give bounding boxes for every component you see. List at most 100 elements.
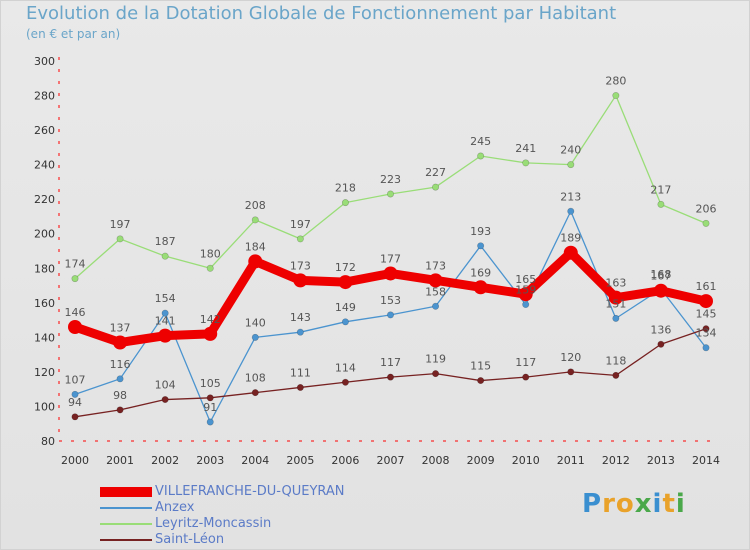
data-label: 206: [696, 202, 717, 215]
data-label: 104: [155, 379, 176, 392]
data-label: 173: [425, 259, 446, 272]
data-label: 111: [290, 366, 311, 379]
data-point: [612, 371, 620, 379]
proxiti-logo: Proxiti: [582, 489, 686, 519]
x-tick-label: 2003: [196, 454, 224, 467]
data-point: [161, 252, 169, 260]
data-point: [341, 318, 349, 326]
data-label: 177: [380, 252, 401, 265]
data-label: 245: [470, 135, 491, 148]
data-point: [567, 161, 575, 169]
data-point: [296, 235, 304, 243]
data-point: [432, 370, 440, 378]
data-point: [386, 190, 394, 198]
x-tick-label: 2005: [286, 454, 314, 467]
legend-label: Anzex: [155, 500, 195, 515]
data-point: [428, 273, 443, 288]
data-label: 120: [560, 351, 581, 364]
data-point: [206, 418, 214, 426]
data-label: 145: [696, 308, 717, 321]
y-tick-label: 260: [34, 124, 55, 137]
data-point: [567, 207, 575, 215]
data-point: [296, 383, 304, 391]
x-tick-label: 2006: [331, 454, 359, 467]
data-point: [612, 314, 620, 322]
x-tick-label: 2001: [106, 454, 134, 467]
y-tick-label: 80: [41, 435, 55, 448]
data-label: 240: [560, 144, 581, 157]
x-tick-label: 2008: [422, 454, 450, 467]
y-tick-label: 140: [34, 331, 55, 344]
data-label: 169: [470, 266, 491, 279]
data-point: [293, 273, 308, 288]
series-layer: [68, 92, 713, 426]
y-tick-label: 120: [34, 366, 55, 379]
logo-letter: r: [602, 489, 616, 519]
data-point: [477, 242, 485, 250]
data-label: 167: [650, 270, 671, 283]
data-point: [71, 413, 79, 421]
axes: 80 100 120 140 160 180 200 220 240 260 280 300 2000 2…: [34, 55, 720, 467]
logo-letter: P: [582, 489, 603, 519]
data-point: [518, 287, 533, 302]
data-point: [612, 92, 620, 100]
data-point: [432, 183, 440, 191]
data-point: [477, 152, 485, 160]
series-line: [74, 94, 707, 280]
data-label: 241: [515, 142, 536, 155]
data-point: [702, 344, 710, 352]
series-line: [74, 328, 707, 418]
logo-letter: i: [652, 489, 663, 519]
x-tick-label: 2002: [151, 454, 179, 467]
data-point: [206, 264, 214, 272]
data-label: 141: [155, 315, 176, 328]
data-point: [116, 375, 124, 383]
data-point: [116, 235, 124, 243]
data-point: [71, 275, 79, 283]
y-tick-label: 240: [34, 159, 55, 172]
data-point: [68, 320, 82, 334]
data-label: 118: [605, 354, 626, 367]
data-point: [113, 335, 128, 350]
data-label: 134: [696, 327, 717, 340]
data-point: [386, 373, 394, 381]
data-point: [702, 219, 710, 227]
x-tick-label: 2009: [467, 454, 495, 467]
data-label: 137: [110, 322, 131, 335]
legend-label: VILLEFRANCHE-DU-QUEYRAN: [155, 484, 345, 499]
series-leyritz-moncassin: [71, 92, 710, 283]
data-point: [653, 283, 668, 298]
data-label: 143: [290, 311, 311, 324]
data-label: 172: [335, 261, 356, 274]
data-label: 161: [696, 280, 717, 293]
data-point: [567, 368, 575, 376]
data-label: 197: [110, 218, 131, 231]
data-point: [341, 378, 349, 386]
data-point: [251, 216, 259, 224]
data-label: 184: [245, 240, 266, 253]
data-point: [248, 254, 263, 269]
data-point: [657, 200, 665, 208]
data-label: 116: [110, 358, 131, 371]
data-point: [203, 326, 218, 341]
data-label: 197: [290, 218, 311, 231]
data-label: 168: [650, 268, 671, 281]
data-point: [338, 275, 353, 290]
logo-letter: o: [615, 489, 635, 519]
x-tick-label: 2012: [602, 454, 630, 467]
series-villefranche-du-queyran: [68, 245, 713, 350]
series-saint-l-on: [71, 325, 710, 421]
data-label: 140: [245, 316, 266, 329]
data-label: 159: [515, 284, 536, 297]
data-point: [341, 199, 349, 207]
data-label: 94: [68, 396, 82, 409]
data-label: 227: [425, 166, 446, 179]
data-label: 117: [380, 356, 401, 369]
x-tick-label: 2013: [647, 454, 675, 467]
data-label: 142: [200, 313, 221, 326]
x-tick-label: 2014: [692, 454, 720, 467]
data-label: 208: [245, 199, 266, 212]
x-tick-label: 2010: [512, 454, 540, 467]
data-label: 108: [245, 372, 266, 385]
